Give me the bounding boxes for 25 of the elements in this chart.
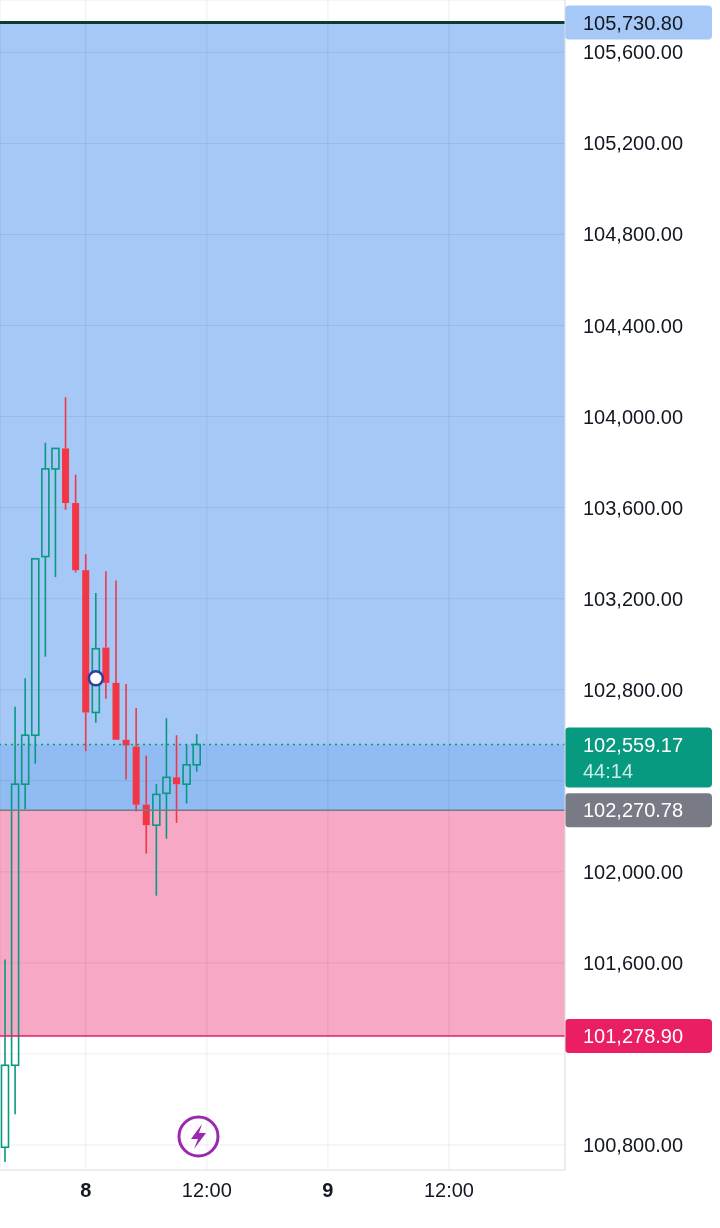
candlestick <box>0 958 10 1163</box>
y-tick-label: 103,200.00 <box>583 587 684 610</box>
band-label: 105,730.80 <box>583 11 684 34</box>
x-tick-label: 12:00 <box>423 1179 474 1201</box>
candlestick <box>91 592 101 724</box>
y-tick-label: 104,400.00 <box>583 314 684 337</box>
text: 44:14 <box>583 759 634 782</box>
x-tick-label: 9 <box>322 1179 334 1201</box>
y-tick-label: 104,000.00 <box>583 405 684 428</box>
y-tick-label: 101,600.00 <box>583 951 684 974</box>
y-tick-label: 105,200.00 <box>583 132 684 155</box>
y-tick-label: 104,800.00 <box>583 223 684 246</box>
candlestick <box>102 570 110 700</box>
y-tick-label: 100,800.00 <box>583 1133 684 1156</box>
y-tick-label: 102,800.00 <box>583 678 684 701</box>
ref-line-label: 102,559.17 <box>583 733 684 756</box>
ref-line-label: 102,270.78 <box>583 799 684 822</box>
y-tick-label: 102,000.00 <box>583 860 684 883</box>
candlestick <box>173 734 181 824</box>
x-tick-label: 12:00 <box>181 1179 232 1201</box>
x-tick-label: 8 <box>80 1179 92 1201</box>
candlestick <box>82 553 90 752</box>
y-tick-label: 105,600.00 <box>583 41 684 64</box>
y-tick-label: 103,600.00 <box>583 496 684 519</box>
ref-line-label: 101,278.90 <box>583 1024 684 1047</box>
